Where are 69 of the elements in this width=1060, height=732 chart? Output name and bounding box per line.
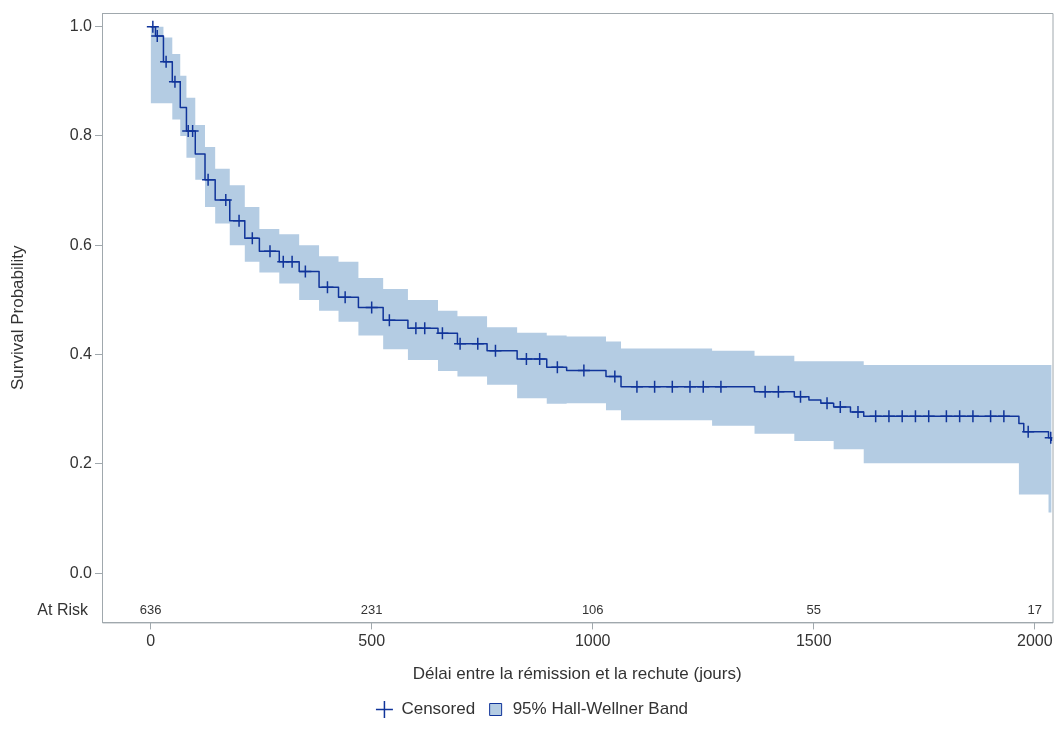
point xyxy=(921,409,936,424)
x-tick-label: 1000 xyxy=(574,632,611,650)
x-tick-label: 500 xyxy=(358,632,386,650)
point xyxy=(608,369,622,384)
text: At Risk xyxy=(37,600,89,618)
point xyxy=(488,344,503,358)
point xyxy=(851,405,865,419)
point xyxy=(908,409,923,424)
y-tick-label: 0.8 xyxy=(69,126,93,144)
y-tick-label: 0.0 xyxy=(69,563,93,581)
point xyxy=(714,380,728,394)
point xyxy=(338,290,352,304)
legend-label: Censored xyxy=(401,699,476,719)
point xyxy=(952,409,967,424)
point xyxy=(298,264,313,279)
point xyxy=(683,380,697,394)
annotation: 106 xyxy=(581,601,604,617)
point xyxy=(364,300,379,315)
point xyxy=(868,409,883,424)
y-tick-label: 1.0 xyxy=(69,17,93,35)
point xyxy=(577,363,591,378)
y-tick-label: 0.4 xyxy=(69,345,93,362)
annotation: 17 xyxy=(1027,601,1043,617)
x-axis-title: Délai entre la rémission et la rechute (jours) xyxy=(412,664,742,684)
point xyxy=(285,254,299,269)
point xyxy=(939,409,954,424)
point xyxy=(630,380,644,394)
point xyxy=(453,336,467,351)
x-tick-label: 2000 xyxy=(1017,632,1053,650)
point xyxy=(519,352,534,366)
point xyxy=(146,19,160,34)
point xyxy=(417,321,432,336)
annotation: 636 xyxy=(139,601,162,617)
annotation: 231 xyxy=(360,601,383,617)
point xyxy=(320,280,335,295)
legend-label: 95% Hall-Wellner Band xyxy=(512,699,689,719)
point xyxy=(550,360,565,374)
point xyxy=(696,380,710,394)
y-tick-label: 0.6 xyxy=(69,235,93,253)
point xyxy=(665,380,680,394)
point xyxy=(168,75,182,89)
point xyxy=(1021,424,1035,439)
point xyxy=(758,385,772,399)
point xyxy=(263,244,277,259)
point xyxy=(150,29,165,43)
point xyxy=(820,396,834,410)
point xyxy=(219,193,233,207)
point xyxy=(983,409,998,424)
x-tick-label: 1500 xyxy=(795,632,832,650)
point xyxy=(771,385,786,399)
point xyxy=(382,313,397,327)
point xyxy=(647,380,662,394)
point xyxy=(245,231,260,245)
point xyxy=(532,352,547,366)
y-tick-label: 0.2 xyxy=(69,454,93,472)
y-axis-title: Survival Probability xyxy=(7,244,27,390)
point xyxy=(882,409,896,424)
point xyxy=(201,172,215,187)
point xyxy=(833,400,848,414)
point xyxy=(232,213,246,228)
x-tick-label: 0 xyxy=(146,632,156,650)
point xyxy=(997,409,1011,424)
point xyxy=(966,409,980,424)
annotation: 55 xyxy=(806,601,821,617)
point xyxy=(895,409,909,424)
point xyxy=(471,336,485,351)
point xyxy=(793,389,808,404)
point xyxy=(435,326,450,341)
point xyxy=(159,54,173,69)
